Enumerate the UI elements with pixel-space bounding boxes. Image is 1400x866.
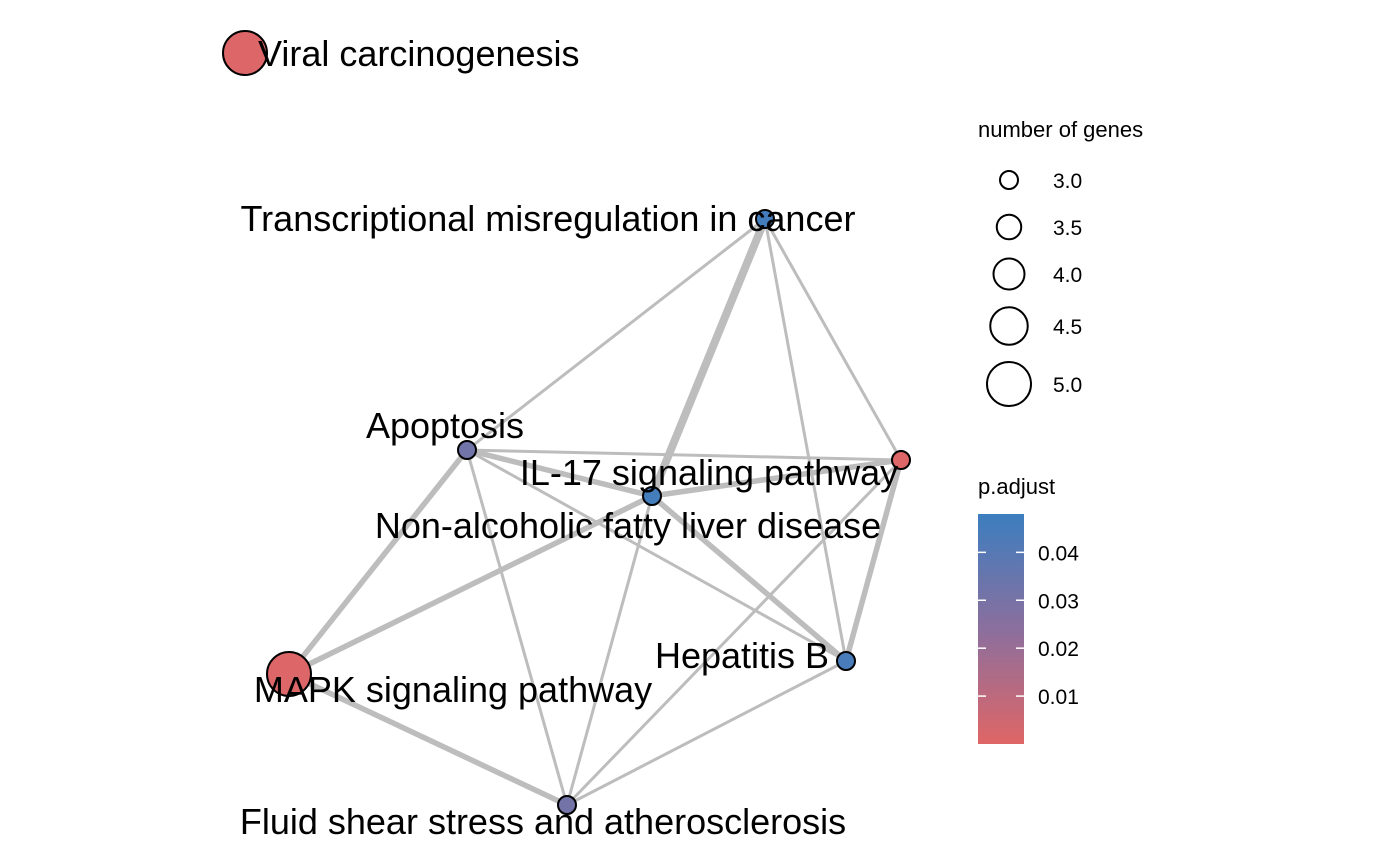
edge-il17-hepatitisb [843, 459, 904, 662]
edge-apoptosis-mapk [286, 448, 470, 676]
edge-apoptosis-fluid [465, 449, 569, 806]
size-legend-circle [992, 257, 1026, 291]
size-legend: number of genes 3.0 3.5 4.0 4.5 5.0 [978, 117, 1143, 407]
edge-transcriptional-nafld [648, 217, 769, 498]
size-legend-label: 5.0 [1053, 374, 1082, 397]
edge-nafld-fluid [565, 495, 654, 806]
node-apoptosis[interactable] [457, 440, 477, 460]
color-legend-title: p.adjust [978, 474, 1055, 499]
node-label-il17: IL-17 signaling pathway [520, 452, 898, 493]
node-label-nafld: Non-alcoholic fatty liver disease [375, 505, 881, 546]
color-legend-label: 0.03 [1038, 590, 1079, 613]
node-fluid[interactable] [557, 795, 577, 815]
size-legend-circle [995, 213, 1023, 241]
network-labels: Viral carcinogenesis Transcriptional misr… [240, 33, 898, 842]
edge-hepatitisb-fluid [566, 659, 847, 807]
size-legend-title: number of genes [978, 117, 1143, 142]
node-nafld[interactable] [642, 486, 662, 506]
size-legend-label: 3.5 [1053, 217, 1082, 240]
edge-mapk-fluid [287, 671, 569, 808]
node-label-transcriptional: Transcriptional misregulation in cancer [241, 198, 856, 239]
edge-apoptosis-nafld [466, 447, 653, 499]
node-transcriptional[interactable] [755, 209, 775, 229]
size-legend-label: 4.0 [1053, 264, 1082, 287]
network-nodes [222, 30, 911, 815]
edge-nafld-hepatitisb [650, 493, 848, 664]
node-label-viral: Viral carcinogenesis [258, 33, 580, 74]
edge-nafld-il17 [651, 457, 902, 499]
size-legend-label: 3.0 [1053, 170, 1082, 193]
node-label-fluid: Fluid shear stress and atherosclerosis [240, 801, 846, 842]
edge-apoptosis-il17 [466, 448, 902, 462]
edge-il17-fluid [565, 458, 903, 807]
node-label-hepatitisb: Hepatitis B [655, 635, 829, 676]
size-legend-circle [986, 361, 1032, 407]
edge-nafld-mapk [287, 493, 654, 677]
node-hepatitisb[interactable] [836, 651, 856, 671]
node-mapk[interactable] [266, 651, 312, 697]
size-legend-circle [989, 306, 1029, 346]
color-legend-label: 0.01 [1038, 686, 1079, 709]
color-legend-bar [978, 514, 1024, 744]
edge-transcriptional-hepatitisb [763, 218, 848, 662]
color-legend-label: 0.04 [1038, 542, 1079, 565]
node-label-apoptosis: Apoptosis [366, 405, 524, 446]
edge-transcriptional-apoptosis [466, 217, 766, 452]
node-il17[interactable] [891, 450, 911, 470]
size-legend-circle [999, 170, 1019, 190]
size-legend-label: 4.5 [1053, 316, 1082, 339]
color-legend-label: 0.02 [1038, 638, 1079, 661]
edge-transcriptional-il17 [763, 218, 903, 461]
node-viral[interactable] [222, 30, 268, 76]
node-label-mapk: MAPK signaling pathway [254, 669, 652, 710]
color-legend: p.adjust 0.04 0.03 0.02 0.01 [978, 474, 1079, 744]
network-edges [286, 217, 904, 808]
edge-apoptosis-hepatitisb [466, 448, 847, 663]
